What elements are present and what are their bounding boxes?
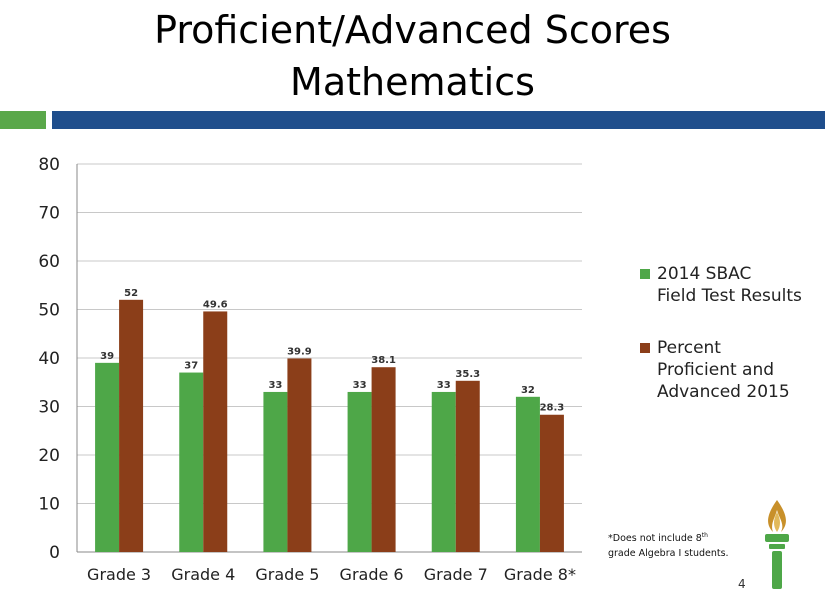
footnote-superscript: th <box>701 532 708 539</box>
bar <box>203 311 228 552</box>
bar <box>539 414 564 552</box>
data-label: 35.3 <box>455 369 480 380</box>
data-label: 39.9 <box>287 346 312 357</box>
data-label: 32 <box>521 385 535 396</box>
data-label: 28.3 <box>540 403 565 414</box>
data-label: 39 <box>100 351 114 362</box>
legend-swatch-2014 <box>640 269 650 279</box>
footnote: *Does not include 8th grade Algebra I st… <box>608 528 738 561</box>
legend-item-2015: Percent Proficient and Advanced 2015 <box>640 337 820 403</box>
x-tick-label: Grade 8* <box>504 565 576 584</box>
bar <box>95 362 120 552</box>
data-label: 33 <box>437 380 451 391</box>
y-tick-label: 70 <box>38 204 60 224</box>
legend-label-2015-line-2: Proficient and <box>657 360 775 380</box>
y-tick-label: 30 <box>38 398 60 418</box>
bar <box>263 391 288 552</box>
x-tick-label: Grade 3 <box>87 565 151 584</box>
bar <box>347 391 372 552</box>
page-number: 4 <box>738 577 746 591</box>
title-accent-blue <box>52 111 825 129</box>
x-tick-label: Grade 5 <box>255 565 319 584</box>
x-tick-label: Grade 7 <box>424 565 488 584</box>
bar <box>179 372 204 552</box>
y-tick-label: 50 <box>38 301 60 321</box>
y-tick-label: 40 <box>38 349 60 369</box>
data-label: 49.6 <box>203 299 228 310</box>
slide-title: Proficient/Advanced Scores Mathematics <box>0 4 825 108</box>
bar <box>371 367 396 552</box>
data-label: 38.1 <box>371 355 396 366</box>
legend-swatch-2015 <box>640 343 650 353</box>
bar <box>455 380 480 552</box>
torch-logo-icon <box>765 500 789 589</box>
chart-legend: 2014 SBAC Field Test Results Percent Pro… <box>640 263 820 403</box>
footnote-text-end: grade Algebra I students. <box>608 548 729 560</box>
y-tick-label: 80 <box>38 155 60 175</box>
y-tick-label: 60 <box>38 252 60 272</box>
y-tick-label: 0 <box>49 543 60 563</box>
data-label: 52 <box>124 288 138 299</box>
data-label: 33 <box>353 380 367 391</box>
data-label: 33 <box>268 380 282 391</box>
bar <box>431 391 456 552</box>
bar-chart: 0 10 20 30 40 50 60 70 80 39 52 Grade 3 37 49.6 Grade … <box>38 155 582 584</box>
title-line-1: Proficient/Advanced Scores <box>154 8 671 52</box>
y-tick-label: 20 <box>38 446 60 466</box>
x-tick-label: Grade 6 <box>340 565 404 584</box>
y-tick-label: 10 <box>38 495 60 515</box>
legend-label-2014-line-1: 2014 SBAC <box>657 264 752 284</box>
bar <box>515 396 540 552</box>
bar <box>119 299 144 552</box>
legend-label-2015-line-1: Percent <box>657 338 721 358</box>
legend-label-2015-line-3: Advanced 2015 <box>657 382 790 402</box>
legend-item-2014: 2014 SBAC Field Test Results <box>640 263 820 307</box>
title-line-2: Mathematics <box>290 60 535 104</box>
legend-label-2014-line-2: Field Test Results <box>657 286 802 306</box>
bar <box>287 358 312 552</box>
footnote-text-start: *Does not include 8 <box>608 533 702 545</box>
x-tick-label: Grade 4 <box>171 565 235 584</box>
data-label: 37 <box>184 361 198 372</box>
title-accent-green <box>0 111 46 129</box>
